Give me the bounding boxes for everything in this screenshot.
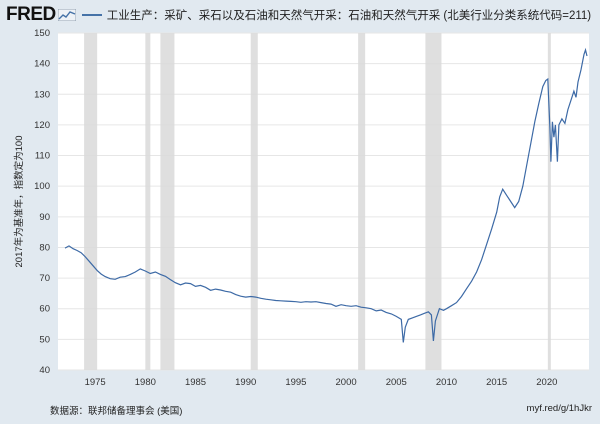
recession-band — [145, 33, 151, 370]
fred-logo-chart-icon — [57, 9, 76, 21]
series-line — [64, 47, 588, 343]
chart-header: FRED 工业生产：采矿、采石以及石油和天然气开采：石油和天然气开采 (北美行业… — [6, 4, 594, 26]
x-tick-label: 1980 — [135, 377, 156, 388]
y-tick-label: 60 — [39, 304, 50, 315]
fred-logo-text: FRED — [6, 4, 56, 25]
y-tick-label: 90 — [39, 212, 50, 223]
legend-series-swatch — [81, 14, 102, 16]
x-tick-label: 1995 — [285, 377, 306, 388]
x-tick-label: 1975 — [85, 377, 106, 388]
y-tick-label: 150 — [34, 28, 50, 39]
y-tick-label: 140 — [34, 59, 50, 70]
y-tick-label: 110 — [35, 151, 50, 162]
recession-band — [358, 33, 366, 370]
source-note: 数据源：联邦储备理事会 (美国) — [50, 406, 183, 417]
x-tick-label: 2005 — [386, 377, 407, 388]
legend-series-label: 工业生产：采矿、采石以及石油和天然气开采：石油和天然气开采 (北美行业分类系统代… — [106, 10, 592, 22]
x-tick-label: 1990 — [235, 377, 256, 388]
recession-band — [547, 33, 551, 370]
y-tick-label: 40 — [39, 365, 50, 376]
y-tick-label: 120 — [34, 120, 50, 131]
recession-band — [160, 33, 175, 370]
x-tick-label: 1985 — [185, 377, 206, 388]
x-tick-label: 2015 — [486, 377, 507, 388]
recession-band — [425, 33, 442, 370]
y-tick-label: 130 — [34, 89, 50, 100]
x-tick-label: 2000 — [336, 377, 357, 388]
y-tick-label: 80 — [39, 242, 50, 253]
recession-band — [84, 33, 98, 370]
y-tick-label: 50 — [39, 334, 50, 345]
x-tick-label: 2020 — [536, 377, 557, 388]
fred-logo: FRED — [6, 4, 82, 26]
short-url: myf.red/g/1hJkr — [526, 403, 592, 414]
x-tick-label: 2010 — [436, 377, 457, 388]
y-axis-label: 2017年为基准年，指数定为100 — [13, 136, 25, 268]
y-tick-label: 70 — [39, 273, 50, 284]
plot-background — [58, 33, 589, 370]
y-tick-label: 100 — [34, 181, 50, 192]
recession-band — [250, 33, 258, 370]
